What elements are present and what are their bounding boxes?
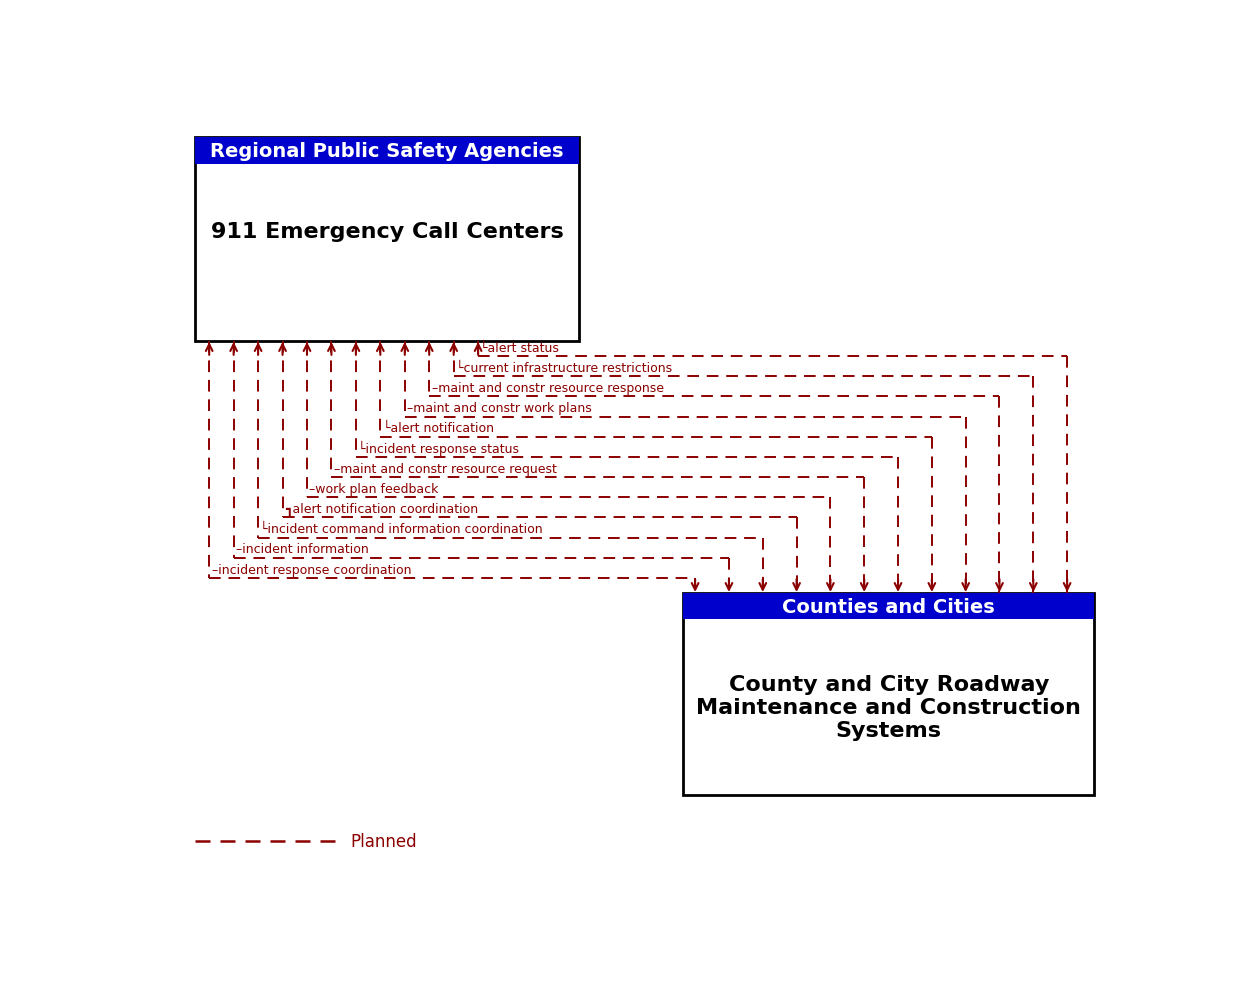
Bar (195, 138, 578, 341)
Text: –work plan feedback: –work plan feedback (309, 482, 438, 495)
Text: –incident response coordination: –incident response coordination (212, 563, 411, 576)
Text: –maint and constr resource response: –maint and constr resource response (432, 382, 664, 394)
Bar (684, 594, 1094, 620)
Text: └incident command information coordination: └incident command information coordinati… (260, 523, 543, 535)
Text: Regional Public Safety Agencies: Regional Public Safety Agencies (210, 142, 563, 161)
Text: └alert status: └alert status (481, 341, 560, 355)
Text: └current infrastructure restrictions: └current infrastructure restrictions (456, 362, 672, 375)
Text: 911 Emergency Call Centers: 911 Emergency Call Centers (210, 222, 563, 242)
Bar (195, 138, 578, 165)
Text: └alert notification: └alert notification (383, 422, 493, 435)
Text: └incident response status: └incident response status (358, 440, 520, 456)
Text: –incident information: –incident information (235, 543, 369, 556)
Text: Planned: Planned (351, 832, 417, 850)
Text: County and City Roadway
Maintenance and Construction
Systems: County and City Roadway Maintenance and … (696, 674, 1082, 740)
Text: ┓alert notification coordination: ┓alert notification coordination (285, 502, 478, 516)
Text: Counties and Cities: Counties and Cities (782, 598, 995, 616)
Text: –maint and constr work plans: –maint and constr work plans (407, 402, 592, 415)
Bar (684, 594, 1094, 796)
Text: –maint and constr resource request: –maint and constr resource request (334, 462, 557, 475)
